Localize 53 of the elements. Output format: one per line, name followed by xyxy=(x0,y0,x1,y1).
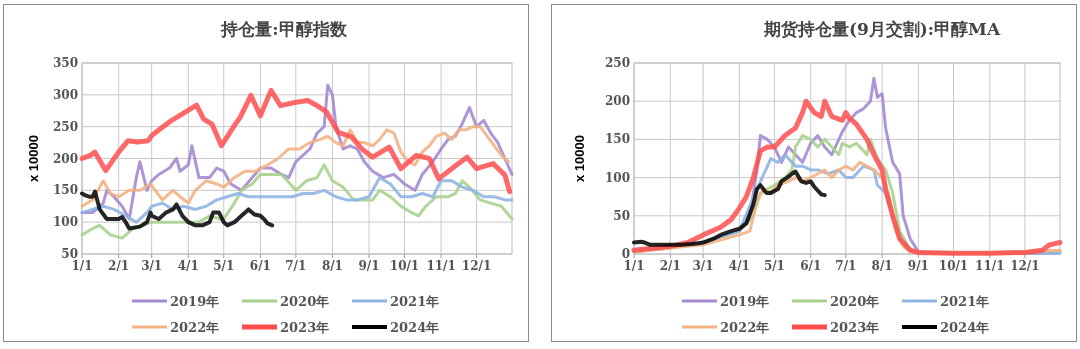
y-tick-label: 100 xyxy=(604,170,630,185)
y-tick-label: 350 xyxy=(52,56,78,70)
y-tick-label: 50 xyxy=(61,247,78,261)
legend-label: 2024年 xyxy=(940,320,990,335)
x-tick-label: 8/1 xyxy=(871,259,893,273)
x-tick-label: 2/1 xyxy=(659,259,681,273)
x-tick-label: 8/1 xyxy=(321,259,343,273)
x-tick-label: 9/1 xyxy=(358,259,380,273)
legend-label: 2022年 xyxy=(720,320,770,335)
y-tick-label: 250 xyxy=(52,119,78,134)
legend-label: 2023年 xyxy=(830,320,880,335)
x-tick-label: 2/1 xyxy=(108,259,130,273)
legend-label: 2021年 xyxy=(390,294,440,309)
y-tick-label: 300 xyxy=(52,87,78,102)
legend-label: 2020年 xyxy=(280,294,330,309)
x-tick-label: 4/1 xyxy=(728,259,750,273)
y-tick-label: 0 xyxy=(621,247,630,261)
x-tick-label: 5/1 xyxy=(213,259,235,273)
legend-label: 2024年 xyxy=(390,320,440,335)
legend-label: 2019年 xyxy=(170,294,220,309)
y-tick-label: 100 xyxy=(52,215,78,230)
x-tick-label: 9/1 xyxy=(907,259,929,273)
x-tick-label: 10/1 xyxy=(389,259,420,273)
legend-label: 2022年 xyxy=(170,320,220,335)
y-tick-label: 250 xyxy=(604,56,630,70)
x-tick-label: 4/1 xyxy=(177,259,199,273)
legend-label: 2020年 xyxy=(830,294,880,309)
x-tick-label: 1/1 xyxy=(623,259,645,273)
chart-title: 期货持仓量(9月交割):甲醇MA xyxy=(762,19,1001,39)
y-tick-label: 200 xyxy=(52,151,78,166)
y-axis-title: x 10000 xyxy=(26,135,41,182)
y-tick-label: 50 xyxy=(613,208,630,223)
x-tick-label: 6/1 xyxy=(800,259,822,273)
legend-label: 2019年 xyxy=(720,294,770,309)
x-tick-label: 3/1 xyxy=(692,259,714,273)
legend-label: 2021年 xyxy=(940,294,990,309)
x-tick-label: 12/1 xyxy=(461,259,492,273)
x-tick-label: 11/1 xyxy=(975,259,1005,273)
y-tick-label: 150 xyxy=(604,132,630,147)
x-tick-label: 7/1 xyxy=(835,259,857,273)
x-tick-label: 12/1 xyxy=(1010,259,1040,273)
x-tick-label: 6/1 xyxy=(249,259,271,273)
y-tick-label: 200 xyxy=(604,94,630,109)
y-tick-label: 150 xyxy=(52,183,78,198)
x-tick-label: 10/1 xyxy=(938,259,969,273)
x-tick-label: 3/1 xyxy=(141,259,163,273)
y-axis-title: x 10000 xyxy=(572,135,587,182)
x-tick-label: 5/1 xyxy=(763,259,785,273)
x-tick-label: 1/1 xyxy=(71,259,93,273)
chart-title: 持仓量:甲醇指数 xyxy=(220,19,348,39)
x-tick-label: 7/1 xyxy=(285,259,307,273)
x-tick-label: 11/1 xyxy=(426,259,456,273)
legend-label: 2023年 xyxy=(280,320,330,335)
